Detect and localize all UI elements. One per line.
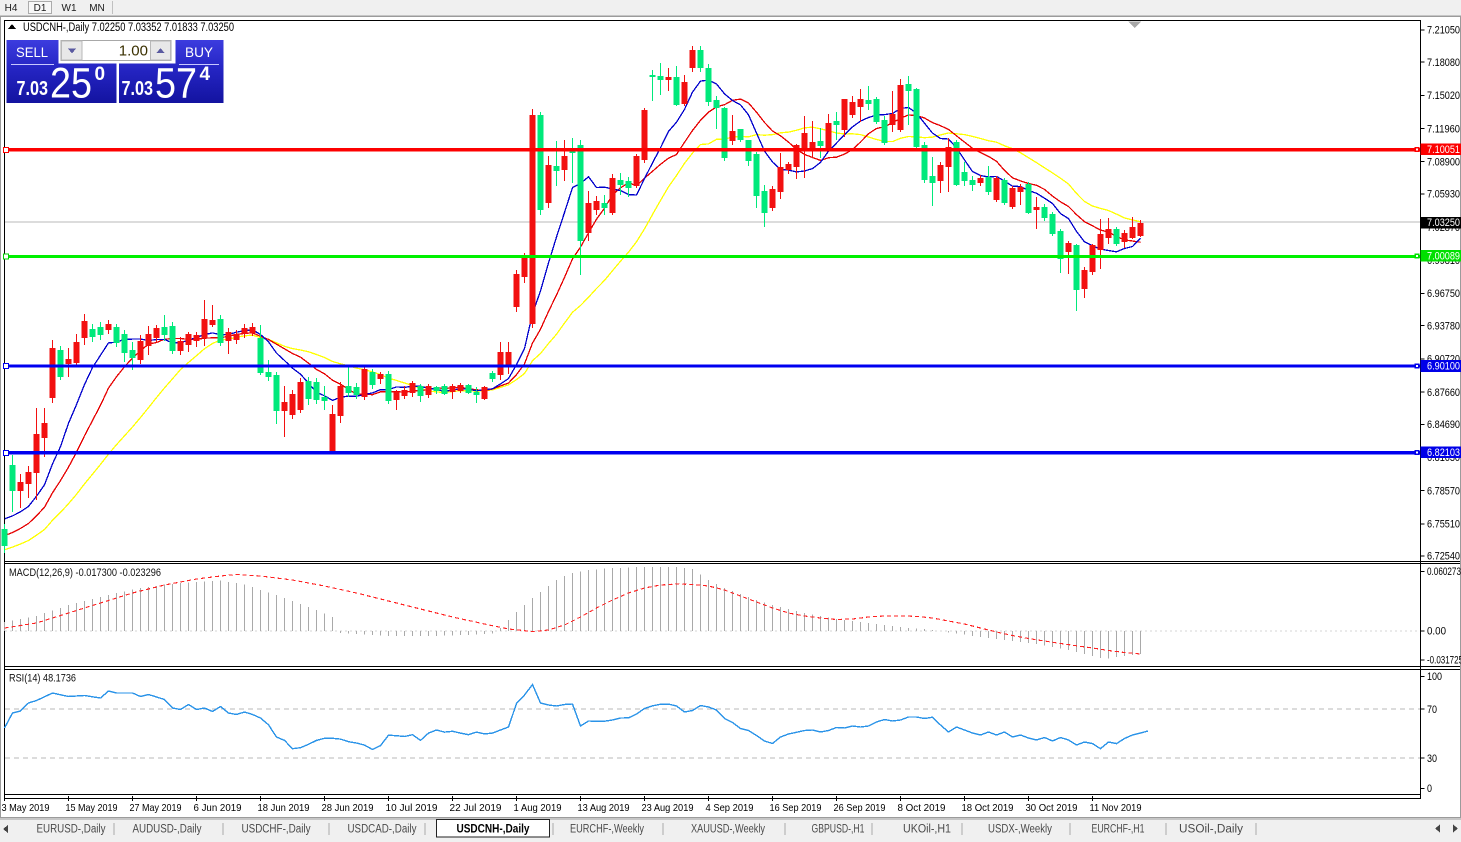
svg-text:4 Sep 2019: 4 Sep 2019 — [706, 802, 754, 814]
svg-text:1 Aug 2019: 1 Aug 2019 — [514, 802, 562, 814]
svg-text:0: 0 — [95, 64, 106, 85]
svg-text:15 May 2019: 15 May 2019 — [66, 802, 118, 814]
svg-text:7.10051: 7.10051 — [1427, 144, 1460, 156]
svg-text:USDCNH-,Daily 7.02250 7.03352: USDCNH-,Daily 7.02250 7.03352 7.01833 7.… — [23, 22, 234, 34]
svg-text:28 Jun 2019: 28 Jun 2019 — [322, 802, 374, 814]
svg-text:MN: MN — [89, 3, 105, 14]
svg-text:AUDUSD-,Daily: AUDUSD-,Daily — [133, 824, 202, 836]
svg-text:7.03: 7.03 — [17, 78, 49, 100]
svg-text:11 Nov 2019: 11 Nov 2019 — [1090, 802, 1142, 814]
svg-text:6.96750: 6.96750 — [1427, 288, 1460, 300]
svg-text:7.03250: 7.03250 — [1427, 217, 1460, 229]
svg-text:26 Sep 2019: 26 Sep 2019 — [834, 802, 886, 814]
svg-text:BUY: BUY — [185, 45, 213, 60]
svg-text:USDCAD-,Daily: USDCAD-,Daily — [348, 824, 417, 836]
svg-text:18 Oct 2019: 18 Oct 2019 — [962, 802, 1014, 814]
svg-text:27 May 2019: 27 May 2019 — [130, 802, 182, 814]
svg-text:25: 25 — [50, 60, 92, 108]
svg-text:10 Jul 2019: 10 Jul 2019 — [386, 802, 438, 814]
svg-text:W1: W1 — [62, 3, 77, 14]
svg-text:XAUUSD-,Weekly: XAUUSD-,Weekly — [691, 824, 765, 836]
svg-text:6.90100: 6.90100 — [1427, 361, 1460, 373]
svg-text:-0.031725: -0.031725 — [1427, 655, 1461, 667]
svg-text:0.060273: 0.060273 — [1427, 566, 1461, 578]
svg-text:30: 30 — [1427, 753, 1437, 765]
svg-text:H4: H4 — [5, 3, 18, 14]
svg-text:6.75510: 6.75510 — [1427, 519, 1460, 531]
svg-text:7.05930: 7.05930 — [1427, 189, 1460, 201]
svg-text:USDCNH-,Daily: USDCNH-,Daily — [457, 824, 531, 836]
svg-text:0.00: 0.00 — [1427, 626, 1446, 638]
svg-text:23 Aug 2019: 23 Aug 2019 — [642, 802, 694, 814]
svg-text:7.15020: 7.15020 — [1427, 90, 1460, 102]
svg-text:EURUSD-,Daily: EURUSD-,Daily — [37, 824, 106, 836]
svg-text:MACD(12,26,9) -0.017300 -0.023: MACD(12,26,9) -0.017300 -0.023296 — [9, 567, 161, 579]
svg-text:USDCHF-,Daily: USDCHF-,Daily — [242, 824, 311, 836]
svg-text:6 Jun 2019: 6 Jun 2019 — [194, 802, 242, 814]
svg-text:70: 70 — [1427, 704, 1437, 716]
svg-text:7.08900: 7.08900 — [1427, 156, 1460, 168]
svg-text:USOil-,Daily: USOil-,Daily — [1179, 824, 1243, 836]
svg-text:EURCHF-,Weekly: EURCHF-,Weekly — [570, 824, 644, 836]
svg-text:4: 4 — [200, 64, 211, 85]
svg-text:RSI(14) 48.1736: RSI(14) 48.1736 — [9, 673, 76, 685]
svg-text:D1: D1 — [34, 3, 47, 14]
svg-text:1.00: 1.00 — [119, 43, 148, 60]
svg-text:7.03: 7.03 — [122, 78, 154, 100]
svg-text:EURCHF-,H1: EURCHF-,H1 — [1092, 824, 1145, 836]
svg-text:7.18080: 7.18080 — [1427, 57, 1460, 69]
svg-text:22 Jul 2019: 22 Jul 2019 — [450, 802, 502, 814]
svg-text:6.82103: 6.82103 — [1427, 447, 1460, 459]
svg-text:6.93780: 6.93780 — [1427, 320, 1460, 332]
svg-text:7.11960: 7.11960 — [1427, 123, 1460, 135]
svg-text:13 Aug 2019: 13 Aug 2019 — [578, 802, 630, 814]
svg-text:7.00089: 7.00089 — [1427, 251, 1460, 263]
svg-text:7.21050: 7.21050 — [1427, 25, 1460, 37]
svg-text:6.72540: 6.72540 — [1427, 551, 1460, 563]
svg-text:3 May 2019: 3 May 2019 — [2, 802, 50, 814]
svg-text:0: 0 — [1427, 783, 1432, 795]
svg-text:6.87660: 6.87660 — [1427, 387, 1460, 399]
svg-text:100: 100 — [1427, 671, 1442, 683]
svg-text:USDX-,Weekly: USDX-,Weekly — [988, 824, 1052, 836]
svg-text:30 Oct 2019: 30 Oct 2019 — [1026, 802, 1078, 814]
svg-text:16 Sep 2019: 16 Sep 2019 — [770, 802, 822, 814]
svg-text:UKOil-,H1: UKOil-,H1 — [903, 824, 951, 836]
svg-text:18 Jun 2019: 18 Jun 2019 — [258, 802, 310, 814]
svg-text:6.78570: 6.78570 — [1427, 485, 1460, 497]
svg-text:6.84690: 6.84690 — [1427, 419, 1460, 431]
svg-text:SELL: SELL — [16, 45, 48, 60]
svg-text:57: 57 — [155, 60, 197, 108]
svg-text:GBPUSD-,H1: GBPUSD-,H1 — [812, 824, 865, 836]
svg-text:8 Oct 2019: 8 Oct 2019 — [898, 802, 946, 814]
